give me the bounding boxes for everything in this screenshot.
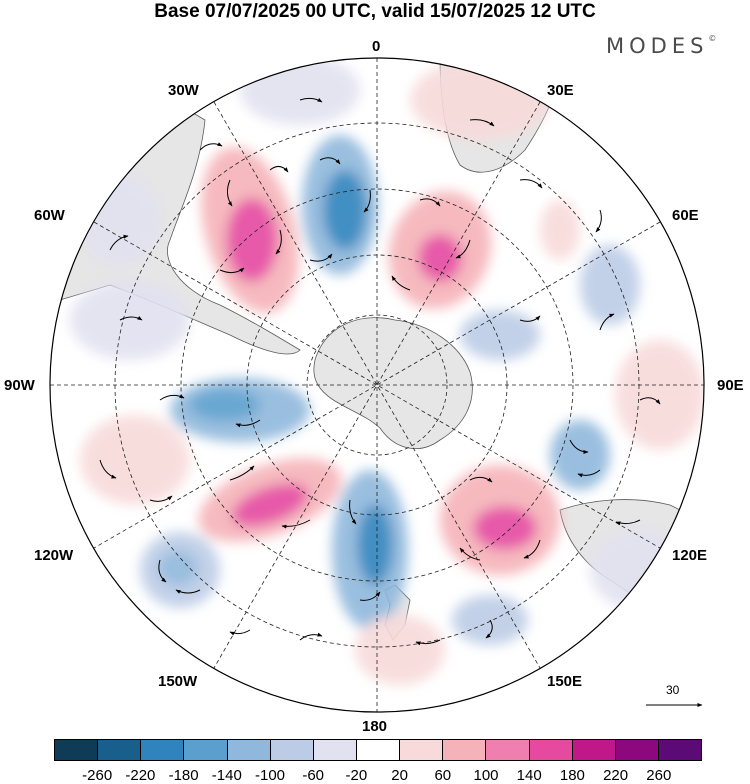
- lon-label-150e: 150E: [547, 673, 583, 690]
- colorbar-swatch: [658, 740, 702, 760]
- colorbar-swatch: [615, 740, 659, 760]
- lon-label-90w: 90W: [4, 377, 35, 394]
- modes-logo: MODES©: [606, 34, 717, 58]
- colorbar-tick-label: 180: [559, 767, 585, 784]
- lon-label-0: 0: [372, 38, 381, 55]
- colorbar-tick-label: -20: [345, 767, 368, 784]
- colorbar-swatch: [400, 740, 444, 760]
- colorbar-swatch: [313, 740, 357, 760]
- colorbar-swatch: [55, 740, 99, 760]
- colorbar-tick-label: -220: [125, 767, 156, 784]
- colorbar-tick-label: 60: [434, 767, 452, 784]
- lon-label-60e: 60E: [672, 207, 699, 224]
- colorbar-swatch: [572, 740, 616, 760]
- colorbar-swatch: [184, 740, 228, 760]
- colorbar-swatch: [270, 740, 314, 760]
- lon-label-180: 180: [362, 718, 388, 735]
- colorbar-tick-label: 20: [391, 767, 408, 784]
- lon-label-120w: 120W: [34, 547, 74, 564]
- anomaly-layer: [70, 58, 704, 685]
- colorbar-tick-label: 100: [473, 767, 499, 784]
- lon-label-150w: 150W: [158, 673, 198, 690]
- colorbar-tick-label: 220: [603, 767, 629, 784]
- colorbar-swatch: [443, 740, 487, 760]
- colorbar-tick-label: -140: [211, 767, 242, 784]
- colorbar-swatch: [486, 740, 530, 760]
- colorbar-swatch: [227, 740, 271, 760]
- lon-label-30e: 30E: [547, 82, 574, 99]
- map-title: Base 07/07/2025 00 UTC, valid 15/07/2025…: [154, 1, 596, 22]
- antarctica-landmass: [313, 317, 473, 449]
- graticule: [50, 58, 704, 712]
- wind-vectors: [99, 97, 661, 646]
- colorbar-tick-label: -100: [254, 767, 286, 784]
- colorbar: [54, 739, 702, 761]
- colorbar-tick-label: 140: [516, 767, 542, 784]
- colorbar-swatch: [529, 740, 573, 760]
- map-boundary: [49, 57, 705, 713]
- colorbar-swatch: [356, 740, 401, 760]
- colorbar-tick-label: -260: [82, 767, 113, 784]
- reference-vector-value: 30: [666, 683, 680, 697]
- lon-label-90e: 90E: [717, 377, 744, 394]
- colorbar-swatch: [141, 740, 185, 760]
- lon-label-30w: 30W: [168, 82, 199, 99]
- colorbar-swatch: [98, 740, 142, 760]
- lon-label-60w: 60W: [34, 207, 65, 224]
- colorbar-tick-label: 260: [646, 767, 672, 784]
- lon-label-120e: 120E: [672, 547, 708, 564]
- colorbar-tick-label: -60: [302, 767, 325, 784]
- colorbar-tick-label: -180: [168, 767, 199, 784]
